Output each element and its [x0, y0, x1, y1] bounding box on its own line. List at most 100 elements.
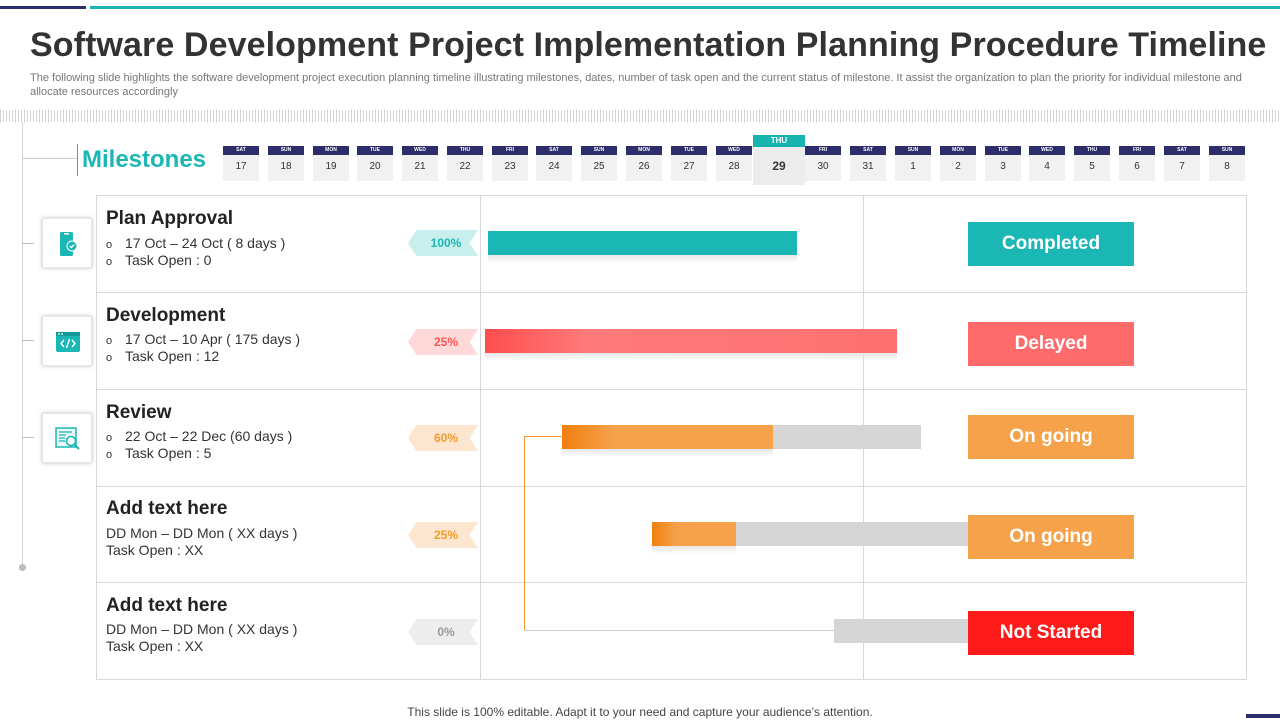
status-badge: Completed — [968, 222, 1134, 266]
calendar-date: 24 — [548, 161, 560, 172]
dotted-divider — [0, 110, 1280, 122]
phone-check-icon — [60, 232, 78, 256]
milestone-dates: o 17 Oct – 24 Oct ( 8 days ) — [106, 235, 285, 251]
calendar-date: 26 — [638, 161, 650, 172]
calendar-date: 28 — [728, 161, 740, 172]
plan-approval-icon-box — [42, 218, 92, 268]
calendar-date: 8 — [1224, 161, 1230, 172]
milestone-title: Review — [106, 402, 172, 423]
calendar-day: THU 5 — [1074, 146, 1110, 181]
calendar-day: TUE 3 — [985, 146, 1021, 181]
calendar-weekday: SUN — [581, 146, 617, 155]
calendar-weekday: SAT — [1164, 146, 1200, 155]
progress-bar-completed — [488, 231, 797, 263]
timeline-grid — [96, 195, 1247, 680]
milestone-dates: o 17 Oct – 10 Apr ( 175 days ) — [106, 331, 300, 347]
progress-bar-ongoing — [652, 522, 736, 554]
calendar-weekday: SAT — [850, 146, 886, 155]
milestone-title: Add text here — [106, 595, 228, 616]
calendar-day: THU 22 — [447, 146, 483, 181]
calendar-date: 17 — [235, 161, 247, 172]
calendar-day: WED 28 — [716, 146, 752, 181]
page-title: Software Development Project Implementat… — [30, 26, 1267, 64]
bullet: o — [106, 335, 113, 347]
calendar-date: 19 — [325, 161, 337, 172]
calendar-day: SAT 24 — [536, 146, 572, 181]
milestone-title: Plan Approval — [106, 208, 234, 229]
calendar-weekday: WED — [1029, 146, 1065, 155]
left-timeline-line — [22, 122, 23, 568]
milestone-dates-text: 17 Oct – 24 Oct ( 8 days ) — [125, 235, 286, 251]
milestone-title: Add text here — [106, 498, 228, 519]
milestone-title: Development — [106, 305, 226, 326]
calendar-weekday: THU — [447, 146, 483, 155]
calendar-date: 7 — [1179, 161, 1185, 172]
left-timeline-dot — [19, 564, 26, 571]
percent-tag: 60% — [408, 425, 478, 451]
progress-bar-ongoing — [562, 425, 773, 457]
milestone-tasks: o Task Open : 5 — [106, 445, 211, 461]
status-badge: Delayed — [968, 322, 1134, 366]
milestone-tasks: o Task Open : 12 — [106, 348, 219, 364]
bullet: o — [106, 352, 113, 364]
milestone-tasks: o Task Open : 0 — [106, 252, 211, 268]
calendar-day: SUN 18 — [268, 146, 304, 181]
bullet: o — [106, 239, 113, 251]
development-icon-box — [42, 316, 92, 366]
calendar-day: TUE 20 — [357, 146, 393, 181]
calendar-day: MON 26 — [626, 146, 662, 181]
progress-track — [834, 619, 968, 643]
calendar-date: 18 — [280, 161, 292, 172]
progress-bar-delayed — [485, 329, 897, 361]
review-icon-box — [42, 413, 92, 463]
calendar-date: 2 — [955, 161, 961, 172]
milestone-dates: DD Mon – DD Mon ( XX days ) — [106, 621, 298, 637]
percent-tag: 100% — [408, 230, 478, 256]
calendar-day: SUN 25 — [581, 146, 617, 181]
calendar-weekday: SAT — [536, 146, 572, 155]
calendar-date: 21 — [414, 161, 426, 172]
calendar-weekday: TUE — [357, 146, 393, 155]
calendar-weekday: WED — [402, 146, 438, 155]
calendar-day: FRI 23 — [492, 146, 528, 181]
milestone-tasks: Task Open : XX — [106, 638, 204, 654]
milestone-dates: o 22 Oct – 22 Dec (60 days ) — [106, 428, 292, 444]
calendar-day: FRI 30 — [805, 146, 841, 181]
calendar-weekday: SUN — [895, 146, 931, 155]
grid-row-line — [97, 486, 1246, 487]
document-search-icon — [55, 427, 80, 450]
calendar-day: FRI 6 — [1119, 146, 1155, 181]
calendar-date: 4 — [1044, 161, 1050, 172]
calendar-day: TUE 27 — [671, 146, 707, 181]
percent-tag: 0% — [408, 619, 478, 645]
milestone-tasks-text: Task Open : 5 — [125, 445, 212, 461]
calendar-date: 20 — [369, 161, 381, 172]
status-badge: On going — [968, 415, 1134, 459]
bullet: o — [106, 449, 113, 461]
grid-column-line — [480, 196, 481, 679]
calendar-date: 31 — [862, 161, 874, 172]
milestone-tasks-text: Task Open : 12 — [125, 348, 220, 364]
calendar-weekday: MON — [313, 146, 349, 155]
calendar-day: MON 2 — [940, 146, 976, 181]
calendar-date: 3 — [1000, 161, 1006, 172]
calendar-date: 25 — [593, 161, 605, 172]
calendar-date: 27 — [683, 161, 695, 172]
grid-row-line — [97, 582, 1246, 583]
top-accent-teal — [90, 6, 1280, 9]
bullet: o — [106, 432, 113, 444]
calendar-weekday: SUN — [1209, 146, 1245, 155]
calendar-day: MON 19 — [313, 146, 349, 181]
calendar-day: SUN 8 — [1209, 146, 1245, 181]
calendar-day: WED 4 — [1029, 146, 1065, 181]
calendar-weekday: TUE — [671, 146, 707, 155]
calendar-weekday: FRI — [805, 146, 841, 155]
calendar-weekday: MON — [940, 146, 976, 155]
calendar-date: 5 — [1089, 161, 1095, 172]
percent-tag: 25% — [408, 329, 478, 355]
milestone-dates-text: 17 Oct – 10 Apr ( 175 days ) — [125, 331, 301, 347]
milestones-label: Milestones — [82, 146, 207, 173]
calendar-weekday: MON — [626, 146, 662, 155]
milestone-dates: DD Mon – DD Mon ( XX days ) — [106, 525, 298, 541]
calendar-weekday: SUN — [268, 146, 304, 155]
